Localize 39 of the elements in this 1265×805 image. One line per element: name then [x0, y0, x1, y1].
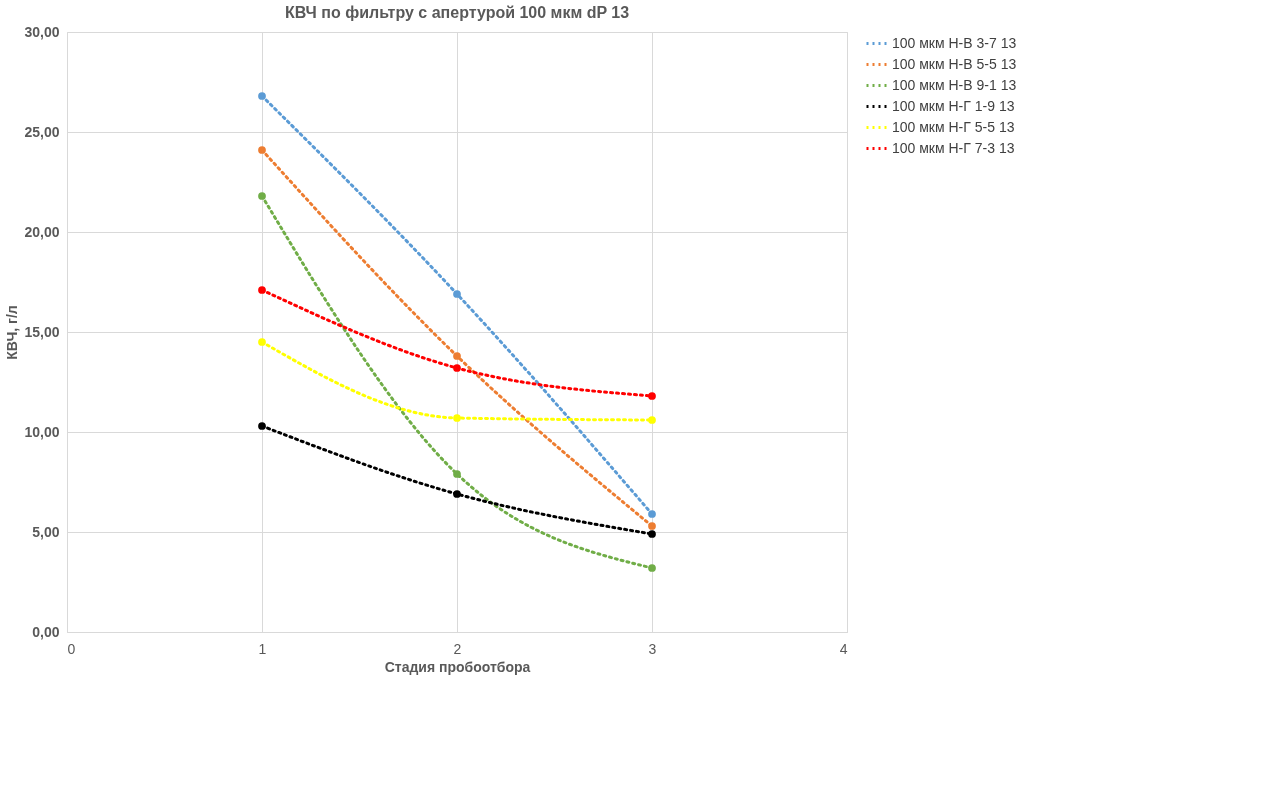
chart-title: КВЧ по фильтру с апертурой 100 мкм dP 13 [284, 4, 630, 21]
point [453, 290, 461, 298]
point [453, 352, 461, 360]
legend-label: 100 мкм Н-Г 5-5 13 [892, 118, 1015, 135]
point [648, 564, 656, 572]
legend-label: 100 мкм Н-В 5-5 13 [892, 55, 1017, 72]
point [453, 470, 461, 478]
point [648, 392, 656, 400]
legend-label: 100 мкм Н-В 9-1 13 [892, 76, 1017, 93]
point [258, 286, 266, 294]
point [258, 192, 266, 200]
point [453, 364, 461, 372]
x-tick-label: 3 [648, 640, 657, 657]
point [453, 414, 461, 422]
y-tick-label: 25,00 [24, 123, 60, 140]
point [258, 92, 266, 100]
point [648, 530, 656, 538]
point [648, 416, 656, 424]
y-tick-label: 5,00 [32, 523, 60, 540]
point [258, 338, 266, 346]
y-tick-label: 0,00 [32, 623, 60, 640]
y-tick-label: 20,00 [24, 223, 60, 240]
point [648, 522, 656, 530]
y-tick-label: 10,00 [24, 423, 60, 440]
y-tick-label: 30,00 [24, 23, 60, 40]
point [258, 422, 266, 430]
x-tick-label: 2 [453, 640, 462, 657]
x-tick-label: 0 [67, 640, 76, 657]
point [453, 490, 461, 498]
point [258, 146, 266, 154]
point [648, 510, 656, 518]
legend-label: 100 мкм Н-Г 7-3 13 [892, 139, 1015, 156]
y-axis-title: КВЧ, г/л [4, 305, 21, 360]
x-tick-label: 4 [839, 640, 848, 657]
y-tick-label: 15,00 [24, 323, 60, 340]
x-tick-label: 1 [258, 640, 267, 657]
legend-label: 100 мкм Н-Г 1-9 13 [892, 97, 1015, 114]
x-axis-title: Стадия пробоотбора [384, 658, 531, 675]
legend-label: 100 мкм Н-В 3-7 13 [892, 34, 1017, 51]
